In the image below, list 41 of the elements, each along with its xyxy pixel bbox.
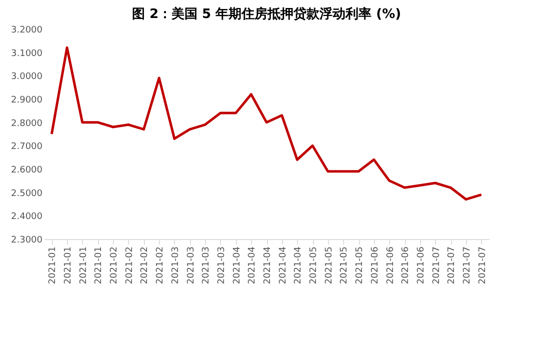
x-tick-label: 2021-02 bbox=[156, 246, 166, 284]
y-tick-label: 2.7000 bbox=[11, 142, 43, 152]
x-tick-label: 2021-07 bbox=[462, 246, 472, 284]
x-tick-label: 2021-03 bbox=[186, 246, 196, 284]
y-tick-label: 2.6000 bbox=[11, 166, 43, 176]
y-tick-label: 2.4000 bbox=[11, 212, 43, 222]
y-tick-label: 3.1000 bbox=[11, 48, 43, 59]
x-tick-label: 2021-05 bbox=[324, 246, 334, 284]
x-tick-label: 2021-01 bbox=[94, 246, 104, 284]
x-tick-label: 2021-04 bbox=[294, 246, 304, 284]
x-tick-label: 2021-03 bbox=[170, 246, 181, 284]
chart-title: 图 2：美国 5 年期住房抵押贷款浮动利率 (%) bbox=[132, 6, 402, 22]
x-tick-label: 2021-06 bbox=[416, 246, 426, 284]
x-tick-label: 2021-01 bbox=[48, 246, 58, 284]
x-tick-label: 2021-06 bbox=[401, 246, 412, 284]
x-tick-label: 2021-03 bbox=[216, 246, 227, 284]
x-tick-label: 2021-02 bbox=[110, 246, 120, 284]
x-tick-label: 2021-05 bbox=[355, 246, 366, 284]
line-series bbox=[50, 46, 483, 201]
x-tick-label: 2021-04 bbox=[278, 246, 288, 284]
x-tick-label: 2021-04 bbox=[263, 246, 273, 284]
y-tick-label: 2.5000 bbox=[11, 188, 43, 199]
x-tick-label: 2021-07 bbox=[447, 246, 458, 284]
x-tick-label: 2021-05 bbox=[309, 246, 320, 284]
x-tick-label: 2021-01 bbox=[64, 246, 74, 284]
x-tick-label: 2021-02 bbox=[140, 246, 150, 284]
x-tick-label: 2021-04 bbox=[248, 246, 258, 284]
x-tick-label: 2021-07 bbox=[432, 246, 442, 284]
y-tick-label: 2.3000 bbox=[11, 236, 43, 246]
x-tick-label: 2021-02 bbox=[124, 246, 135, 284]
y-tick-label: 3.2000 bbox=[11, 26, 43, 36]
x-tick-label: 2021-04 bbox=[232, 246, 242, 284]
y-tick-label: 2.9000 bbox=[11, 96, 43, 106]
x-tick-label: 2021-06 bbox=[386, 246, 396, 284]
y-tick-label: 3.0000 bbox=[11, 72, 43, 82]
y-tick-label: 2.8000 bbox=[11, 118, 43, 129]
x-tick-label: 2021-07 bbox=[478, 246, 488, 284]
x-tick-label: 2021-03 bbox=[202, 246, 212, 284]
x-tick-label: 2021-05 bbox=[340, 246, 350, 284]
x-tick-label: 2021-01 bbox=[78, 246, 89, 284]
x-tick-label: 2021-06 bbox=[370, 246, 380, 284]
